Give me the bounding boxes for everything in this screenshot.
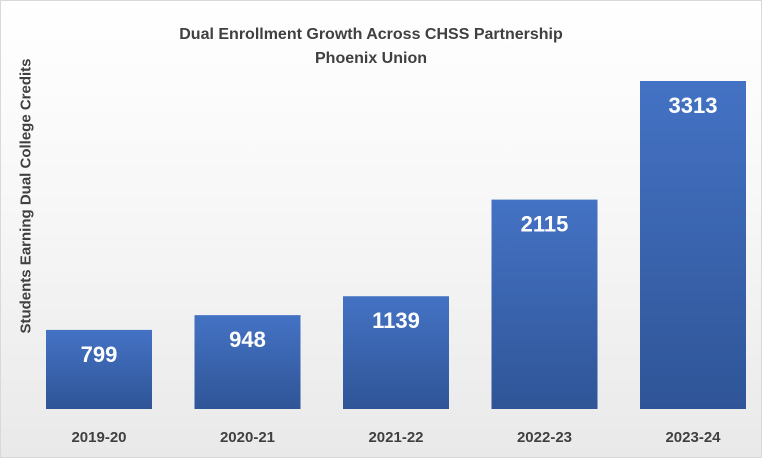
chart-title-block: Dual Enrollment Growth Across CHSS Partn… (1, 23, 741, 71)
x-tick-label-2019-20: 2019-20 (71, 429, 126, 446)
bar-2021-22 (343, 296, 449, 409)
bar-2020-21 (194, 315, 301, 409)
data-label-2023-24: 3313 (669, 93, 718, 118)
data-labels-layer: 799 948 1139 2115 3313 (81, 93, 718, 367)
chart-subtitle: Phoenix Union (315, 50, 427, 67)
x-tick-label-2020-21: 2020-21 (220, 429, 275, 446)
x-tick-label-2021-22: 2021-22 (368, 429, 423, 446)
chart-title: Dual Enrollment Growth Across CHSS Partn… (179, 26, 563, 43)
bars-layer (46, 81, 746, 409)
x-tick-label-2022-23: 2022-23 (517, 429, 572, 446)
data-label-2019-20: 799 (81, 342, 118, 367)
bar-2022-23 (491, 199, 598, 409)
data-label-2022-23: 2115 (521, 212, 569, 237)
x-tick-labels-layer: 2019-20 2020-21 2021-22 2022-23 2023-24 (71, 429, 721, 446)
x-tick-label-2023-24: 2023-24 (665, 429, 721, 446)
bar-2023-24 (640, 81, 746, 409)
bar-2019-20 (46, 329, 152, 409)
data-label-2020-21: 948 (229, 327, 266, 352)
data-label-2021-22: 1139 (372, 308, 420, 333)
